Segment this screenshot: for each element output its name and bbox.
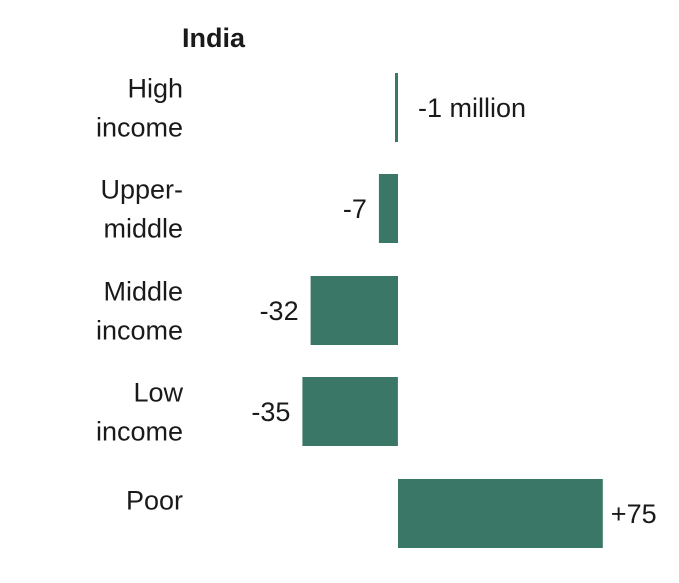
bar-3 (302, 377, 398, 446)
category-label-3: Low income (96, 378, 184, 447)
category-label-3-line-0: Low (133, 378, 183, 408)
value-label-3: -35 (251, 397, 290, 427)
category-label-0-line-0: High (127, 74, 183, 104)
value-label-2: -32 (260, 296, 299, 326)
category-label-1: Upper-middle (100, 175, 183, 244)
category-label-0-line-1: income (96, 113, 183, 143)
chart-title: India (182, 23, 246, 53)
value-label-1: -7 (343, 194, 367, 224)
value-label-0: -1 million (418, 93, 526, 123)
category-label-2: Middle income (96, 277, 183, 346)
bar-0 (395, 73, 398, 142)
category-label-4: Poor (126, 486, 183, 516)
category-label-2-line-1: income (96, 316, 183, 346)
labels-layer: -1 million High income -7 Upper-middle -32 Mid… (96, 74, 657, 530)
category-label-4-line-0: Poor (126, 486, 183, 516)
category-label-1-line-0: Upper- (100, 175, 183, 205)
value-label-4: +75 (611, 499, 657, 529)
bar-2 (310, 276, 398, 345)
bar-4 (398, 479, 603, 548)
category-label-0: High income (96, 74, 183, 143)
bar-1 (378, 174, 398, 243)
bars-layer (302, 73, 603, 548)
category-label-2-line-0: Middle (103, 277, 183, 307)
category-label-3-line-1: income (96, 417, 183, 447)
category-label-1-line-1: middle (103, 214, 183, 244)
